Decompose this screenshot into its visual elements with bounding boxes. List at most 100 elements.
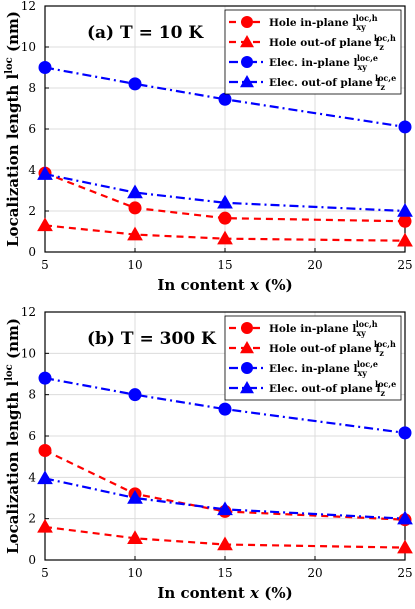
legend-label: Elec. in-plane lxyloc,e — [269, 53, 378, 72]
y-tick-label: 2 — [28, 204, 36, 218]
legend-label-sub: xy — [357, 62, 367, 72]
y-tick-label: 0 — [28, 245, 36, 259]
legend-label: Hole out-of plane lzloc,h — [269, 339, 396, 358]
legend-label-sup: loc,h — [356, 319, 378, 329]
y-tick-label: 10 — [21, 40, 36, 54]
legend-box — [224, 9, 402, 95]
y-tick-label: 12 — [21, 305, 36, 319]
x-axis-label-var: x — [249, 276, 260, 294]
legend-label-sub: xy — [356, 22, 366, 32]
y-tick-label: 10 — [21, 346, 36, 360]
y-tick-label: 8 — [28, 81, 36, 95]
data-point-triangle — [217, 230, 233, 245]
panel-top: 5 10 15 20 25 0 2 4 6 8 10 12 In content x (%) Locali… — [4, 0, 413, 294]
y-tick-label: 6 — [28, 122, 36, 136]
y-tick-label: 8 — [28, 388, 36, 402]
x-tick-label: 20 — [307, 258, 322, 272]
data-point-triangle — [397, 202, 413, 217]
x-axis-label: In content x (%) — [157, 276, 292, 294]
y-tick-label: 0 — [28, 553, 36, 567]
legend-label-sub: z — [381, 388, 386, 398]
legend-label-sup: loc,e — [375, 379, 396, 389]
data-point-triangle — [397, 539, 413, 554]
panel-title: (a) T = 10 K — [87, 23, 204, 43]
y-tick-label: 12 — [21, 0, 36, 13]
legend-marker-triangle — [240, 75, 254, 88]
legend-label-text: Hole out-of plane l — [269, 343, 379, 355]
data-point-circle — [38, 61, 52, 74]
y-axis-label: Localization length lloc (nm) — [4, 318, 22, 554]
data-point-circle — [128, 201, 142, 215]
y-axis-label-unit: (nm) — [4, 11, 22, 57]
legend-marker-triangle — [240, 35, 254, 48]
data-point-triangle — [217, 536, 233, 551]
x-axis-label-var: x — [249, 584, 260, 602]
data-point-triangle — [217, 194, 233, 209]
series-line — [44, 377, 406, 434]
x-tick-label: 15 — [217, 566, 232, 580]
data-point-circle — [218, 92, 232, 106]
data-point-circle — [128, 77, 142, 91]
data-point-triangle — [397, 232, 413, 247]
data-point-triangle — [127, 184, 143, 199]
legend-marker-circle — [241, 362, 253, 374]
y-axis-label-text: Localization length l — [4, 73, 22, 246]
legend-label: Hole out-of plane lzloc,h — [269, 33, 396, 52]
series-line — [44, 66, 406, 129]
legend-label-sup: loc,h — [374, 339, 396, 349]
series-line — [44, 224, 406, 242]
legend-box — [224, 315, 402, 401]
y-tick-label: 6 — [28, 429, 36, 443]
y-tick-label: 2 — [28, 512, 36, 526]
legend-label: Elec. out-of plane lzloc,e — [269, 379, 396, 398]
legend-marker-triangle — [240, 341, 254, 354]
series-line — [44, 525, 406, 549]
panel-title: (b) T = 300 K — [87, 329, 217, 349]
legend-label: Hole in-plane lxyloc,h — [269, 13, 378, 32]
data-point-circle — [218, 402, 232, 416]
legend-label-sub: z — [379, 348, 384, 358]
data-point-circle — [128, 388, 142, 402]
data-point-circle — [38, 371, 52, 385]
series-line — [44, 173, 406, 213]
legend-label-text: Elec. in-plane l — [269, 363, 357, 375]
legend-label-sup: loc,h — [374, 33, 396, 43]
legend-label-text: Hole in-plane l — [269, 17, 356, 29]
x-tick-label: 15 — [217, 258, 232, 272]
x-tick-label: 20 — [307, 566, 322, 580]
x-axis-label: In content x (%) — [157, 584, 292, 602]
x-axis-label-unit: (%) — [259, 276, 293, 294]
legend-marker-triangle — [240, 381, 254, 394]
legend-label-sub: z — [381, 82, 386, 92]
data-point-circle — [398, 120, 412, 134]
legend-label-sup: loc,e — [357, 359, 378, 369]
legend-label-sub: xy — [356, 328, 366, 338]
data-point-triangle — [127, 530, 143, 545]
x-tick-label: 5 — [41, 566, 49, 580]
legend-marker-circle — [241, 16, 253, 28]
legend-label: Elec. in-plane lxyloc,e — [269, 359, 378, 378]
legend-label-text: Hole out-of plane l — [269, 37, 379, 49]
y-tick-label: 4 — [28, 470, 36, 484]
legend-label-sub: xy — [357, 368, 367, 378]
legend-label: Elec. out-of plane lzloc,e — [269, 73, 396, 92]
data-point-triangle — [37, 518, 53, 533]
series-line — [44, 172, 406, 223]
y-axis-label-text: Localization length l — [4, 380, 22, 553]
x-tick-label: 5 — [41, 258, 49, 272]
y-axis-label-unit: (nm) — [4, 318, 22, 364]
x-tick-label: 10 — [127, 258, 142, 272]
legend-label-text: Elec. in-plane l — [269, 57, 357, 69]
data-point-triangle — [37, 470, 53, 485]
legend-label-text: Hole in-plane l — [269, 323, 356, 335]
y-axis-label-sup: loc — [4, 364, 15, 381]
data-point-triangle — [127, 489, 143, 504]
data-point-triangle — [37, 166, 53, 180]
legend-label-sup: loc,h — [356, 13, 378, 23]
x-tick-label: 25 — [397, 258, 412, 272]
data-point-triangle — [127, 226, 143, 241]
legend-marker-circle — [241, 322, 253, 334]
panel-bottom: 5 10 15 20 25 0 2 4 6 8 10 12 In content x (%) Locali… — [4, 305, 413, 602]
data-point-circle — [38, 443, 52, 457]
